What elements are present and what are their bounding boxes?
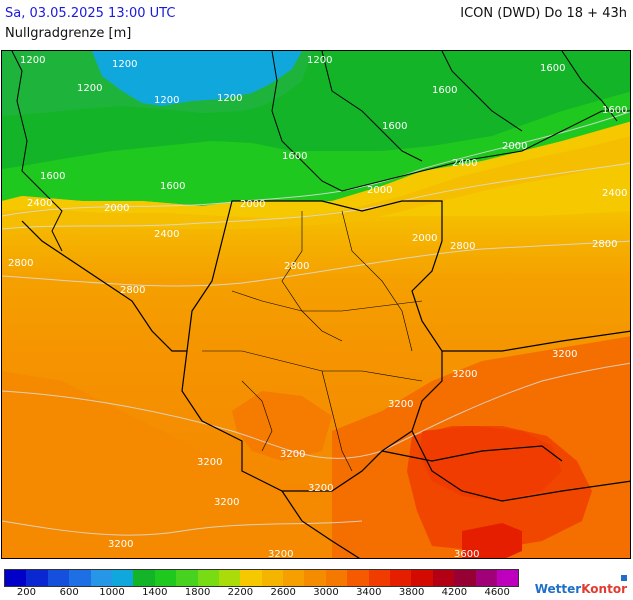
contour-label: 3600 bbox=[454, 549, 479, 559]
contour-label: 3200 bbox=[308, 483, 333, 494]
zone-3800-core bbox=[420, 426, 562, 501]
brand-mark-icon bbox=[621, 575, 627, 581]
coastlines bbox=[11, 51, 630, 252]
contour-label: 2400 bbox=[602, 188, 627, 199]
legend-swatch bbox=[475, 570, 497, 586]
contour-label: 2800 bbox=[592, 239, 617, 250]
isoline-2000 bbox=[2, 111, 630, 217]
legend-tick-label: 1400 bbox=[142, 587, 168, 598]
legend-swatch bbox=[154, 570, 177, 586]
legend-swatch bbox=[325, 570, 348, 586]
country-borders bbox=[21, 200, 630, 558]
legend-tick-label: 4600 bbox=[484, 587, 510, 598]
contour-label: 2800 bbox=[8, 258, 33, 269]
legend-swatch bbox=[90, 570, 112, 586]
legend-swatch bbox=[133, 570, 155, 586]
contour-label: 3200 bbox=[388, 399, 413, 410]
state-borders bbox=[202, 210, 423, 472]
legend-swatch bbox=[304, 570, 326, 586]
model-label: ICON (DWD) Do 18 + 43h bbox=[460, 6, 627, 21]
legend-tick-label: 200 bbox=[16, 587, 36, 598]
contour-label: 1600 bbox=[432, 85, 457, 96]
contour-label: 1600 bbox=[602, 105, 627, 116]
color-legend bbox=[4, 569, 520, 587]
legend-swatch bbox=[26, 570, 48, 586]
legend-tick-label: 3400 bbox=[356, 587, 382, 598]
parameter-label: Nullgradgrenze [m] bbox=[5, 26, 132, 41]
contour-label: 3200 bbox=[197, 457, 222, 468]
contour-label: 1200 bbox=[307, 55, 332, 66]
legend-swatch bbox=[197, 570, 219, 586]
brand-part2: Kontor bbox=[581, 582, 627, 596]
contour-label: 1600 bbox=[160, 181, 185, 192]
isoline-2800 bbox=[2, 240, 630, 287]
contour-label: 3200 bbox=[452, 369, 477, 380]
legend-swatch bbox=[218, 570, 241, 586]
contour-label: 1600 bbox=[40, 171, 65, 182]
legend-swatch bbox=[69, 570, 91, 586]
legend-swatch bbox=[368, 570, 391, 586]
legend-swatch bbox=[454, 570, 476, 586]
contour-label: 2000 bbox=[367, 185, 392, 196]
contour-label: 1200 bbox=[112, 59, 137, 70]
legend-swatch bbox=[390, 570, 412, 586]
legend-swatch bbox=[5, 570, 27, 586]
contour-label: 1200 bbox=[77, 83, 102, 94]
contour-label: 2400 bbox=[452, 158, 477, 169]
contour-label: 2400 bbox=[154, 229, 179, 240]
legend-swatch bbox=[47, 570, 70, 586]
contour-label: 2400 bbox=[27, 198, 52, 209]
brand-logo: WetterKontor bbox=[535, 582, 627, 596]
contour-label: 2800 bbox=[450, 241, 475, 252]
legend-tick-label: 1800 bbox=[184, 587, 211, 598]
contour-label: 1600 bbox=[382, 121, 407, 132]
contour-label: 1600 bbox=[540, 63, 565, 74]
legend-tick-label: 2600 bbox=[270, 587, 296, 598]
zone-4000 bbox=[462, 523, 522, 558]
contour-label: 1200 bbox=[217, 93, 242, 104]
freezing-level-map: 1200 1200 1200 1200 1200 1200 1600 1600 … bbox=[1, 50, 631, 559]
contour-label: 3200 bbox=[552, 349, 577, 360]
contour-label: 2000 bbox=[104, 203, 129, 214]
legend-swatch bbox=[347, 570, 369, 586]
legend-tick-label: 600 bbox=[59, 587, 79, 598]
contour-label: 3200 bbox=[268, 549, 293, 559]
legend-tick-label: 3800 bbox=[398, 587, 425, 598]
legend-swatch bbox=[111, 570, 134, 586]
legend-swatch bbox=[411, 570, 433, 586]
contour-label: 2000 bbox=[502, 141, 527, 152]
legend-tick-label: 2200 bbox=[227, 587, 254, 598]
contour-label: 3200 bbox=[280, 449, 305, 460]
contour-label-group: 1200 1200 1200 1200 1200 1200 1600 1600 … bbox=[8, 55, 627, 559]
legend-tick-label: 1000 bbox=[99, 587, 125, 598]
legend-swatch bbox=[432, 570, 455, 586]
contour-label: 2800 bbox=[120, 285, 145, 296]
contour-label: 1600 bbox=[282, 151, 307, 162]
contour-label: 1200 bbox=[20, 55, 45, 66]
isoline-2400 bbox=[2, 162, 630, 230]
contour-label: 2000 bbox=[412, 233, 437, 244]
legend-tick-label: 4200 bbox=[441, 587, 468, 598]
legend-tick-label: 3000 bbox=[313, 587, 339, 598]
brand-part1: Wetter bbox=[534, 582, 582, 596]
contour-label: 3200 bbox=[214, 497, 239, 508]
zone-3200-blob bbox=[232, 391, 332, 461]
contour-label: 1200 bbox=[154, 95, 179, 106]
zone-1200 bbox=[92, 51, 302, 106]
isoline-3200 bbox=[2, 362, 630, 459]
legend-swatch bbox=[176, 570, 198, 586]
contour-label: 2800 bbox=[284, 261, 309, 272]
contour-label: 3200 bbox=[108, 539, 133, 550]
legend-swatch bbox=[240, 570, 262, 586]
zone-2000-band bbox=[2, 136, 630, 229]
legend-swatch bbox=[283, 570, 305, 586]
zone-3200-west bbox=[2, 371, 332, 558]
legend-swatch bbox=[261, 570, 284, 586]
contour-label: 2000 bbox=[240, 199, 265, 210]
legend-swatch bbox=[496, 570, 519, 586]
zone-2200 bbox=[2, 121, 630, 223]
datetime-label: Sa, 03.05.2025 13:00 UTC bbox=[5, 6, 176, 21]
